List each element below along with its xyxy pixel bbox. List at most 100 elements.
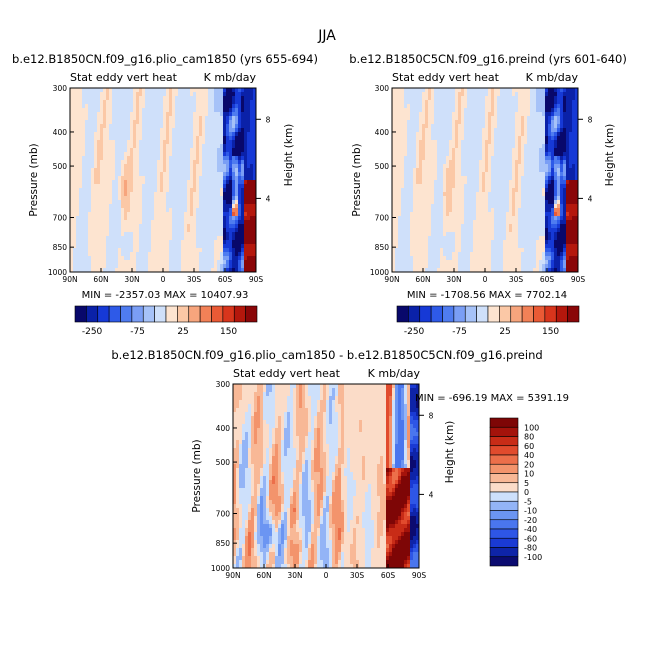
y-right-tick-label: 4	[266, 194, 271, 203]
y-tick-label: 400	[53, 128, 68, 137]
colorbar-swatch	[489, 547, 519, 558]
y-tick-label: 1000	[211, 564, 230, 573]
y-axis-right-label: Height (km)	[283, 124, 295, 187]
colorbar-swatch	[245, 305, 258, 323]
colorbar-label: -250	[82, 327, 103, 337]
y-right-tick-label: 4	[588, 194, 593, 203]
colorbar-swatch	[489, 463, 519, 474]
colorbar-swatch	[142, 305, 155, 323]
y-axis-right-label: Height (km)	[444, 421, 456, 484]
colorbar-swatch	[544, 305, 557, 323]
y-tick-label: 700	[375, 213, 390, 222]
x-tick-label: 60S	[218, 275, 233, 284]
colorbar-swatch	[464, 305, 477, 323]
y-axis-label: Pressure (mb)	[351, 143, 363, 216]
colorbar-label: 10	[524, 470, 534, 479]
y-right-tick-label: 8	[266, 115, 271, 124]
y-tick-label: 850	[53, 243, 68, 252]
y-tick-label: 850	[375, 243, 390, 252]
colorbar-swatch	[222, 305, 235, 323]
y-tick-label: 500	[216, 458, 231, 467]
colorbar-label: 150	[220, 327, 237, 337]
min-max-label: MIN = -696.19 MAX = 5391.19	[415, 393, 569, 404]
y-right-tick-label: 4	[429, 490, 434, 499]
colorbar-label: -5	[524, 497, 532, 506]
panel-left-label: Stat eddy vert heat	[392, 71, 500, 84]
colorbar-swatch	[430, 305, 443, 323]
x-tick-label: 60S	[381, 571, 396, 580]
colorbar-label: -75	[130, 327, 145, 337]
y-tick-label: 700	[53, 213, 68, 222]
colorbar-swatch	[120, 305, 133, 323]
panel-left-label: Stat eddy vert heat	[233, 367, 341, 380]
x-tick-label: 90N	[62, 275, 77, 284]
panel-title: b.e12.B1850C5CN.f09_g16.preind (yrs 601-…	[349, 52, 627, 66]
heatmap-plot	[69, 87, 257, 273]
x-tick-label: 30N	[287, 571, 302, 580]
panel-left-label: Stat eddy vert heat	[70, 71, 178, 84]
y-tick-label: 1000	[48, 268, 67, 277]
colorbar-swatch	[396, 305, 409, 323]
colorbar-swatch	[74, 305, 87, 323]
x-tick-label: 30S	[509, 275, 524, 284]
colorbar-swatch	[489, 417, 519, 428]
min-max-label: MIN = -1708.56 MAX = 7702.14	[407, 290, 567, 301]
x-tick-label: 60N	[415, 275, 430, 284]
y-right-tick-label: 8	[588, 115, 593, 124]
y-tick-label: 300	[53, 84, 68, 93]
x-tick-label: 90S	[571, 275, 586, 284]
panel-title: b.e12.B1850CN.f09_g16.plio_cam1850 (yrs …	[12, 52, 318, 66]
x-tick-label: 0	[483, 275, 488, 284]
colorbar-swatch	[108, 305, 121, 323]
colorbar-swatch	[489, 528, 519, 539]
colorbar-label: -75	[452, 327, 467, 337]
colorbar-swatch	[177, 305, 190, 323]
x-tick-label: 90S	[412, 571, 427, 580]
colorbar-label: 5	[524, 479, 529, 488]
colorbar-swatch	[489, 436, 519, 447]
x-tick-label: 60S	[540, 275, 555, 284]
x-tick-label: 0	[324, 571, 329, 580]
y-tick-label: 1000	[370, 268, 389, 277]
panel-right-label: K mb/day	[204, 71, 257, 84]
y-axis-right-label: Height (km)	[604, 124, 616, 187]
colorbar-label: 25	[499, 327, 510, 337]
colorbar-swatch	[233, 305, 246, 323]
min-max-label: MIN = -2357.03 MAX = 10407.93	[82, 290, 249, 301]
y-axis-label: Pressure (mb)	[191, 439, 203, 512]
panel-plio: b.e12.B1850CN.f09_g16.plio_cam1850 (yrs …	[12, 52, 318, 337]
colorbar-swatch	[211, 305, 224, 323]
y-axis-label: Pressure (mb)	[28, 143, 40, 216]
x-tick-label: 60N	[256, 571, 271, 580]
y-tick-label: 300	[216, 380, 231, 389]
colorbar-swatch	[489, 537, 519, 548]
panel-title: b.e12.B1850CN.f09_g16.plio_cam1850 - b.e…	[111, 348, 542, 362]
colorbar-label: 25	[177, 327, 188, 337]
y-right-tick-label: 8	[429, 411, 434, 420]
colorbar-swatch	[442, 305, 455, 323]
x-tick-label: 30N	[446, 275, 461, 284]
colorbar-label: 150	[542, 327, 559, 337]
y-tick-label: 300	[375, 84, 390, 93]
heatmap-plot	[391, 87, 579, 273]
colorbar-swatch	[489, 426, 519, 437]
colorbar-swatch	[567, 305, 580, 323]
colorbar-label: 40	[524, 451, 534, 460]
colorbar-swatch	[489, 556, 519, 567]
x-tick-label: 60N	[93, 275, 108, 284]
colorbar-label: -80	[524, 544, 537, 553]
colorbar-swatch	[555, 305, 568, 323]
panel-preind: b.e12.B1850C5CN.f09_g16.preind (yrs 601-…	[349, 52, 627, 337]
x-tick-label: 0	[161, 275, 166, 284]
colorbar-swatch	[97, 305, 110, 323]
colorbar	[489, 417, 519, 567]
colorbar-swatch	[165, 305, 178, 323]
y-tick-label: 400	[375, 128, 390, 137]
colorbar-swatch	[199, 305, 212, 323]
y-tick-label: 500	[375, 162, 390, 171]
colorbar-label: 0	[524, 488, 529, 497]
y-tick-label: 400	[216, 424, 231, 433]
y-tick-label: 500	[53, 162, 68, 171]
panel-right-label: K mb/day	[368, 367, 421, 380]
